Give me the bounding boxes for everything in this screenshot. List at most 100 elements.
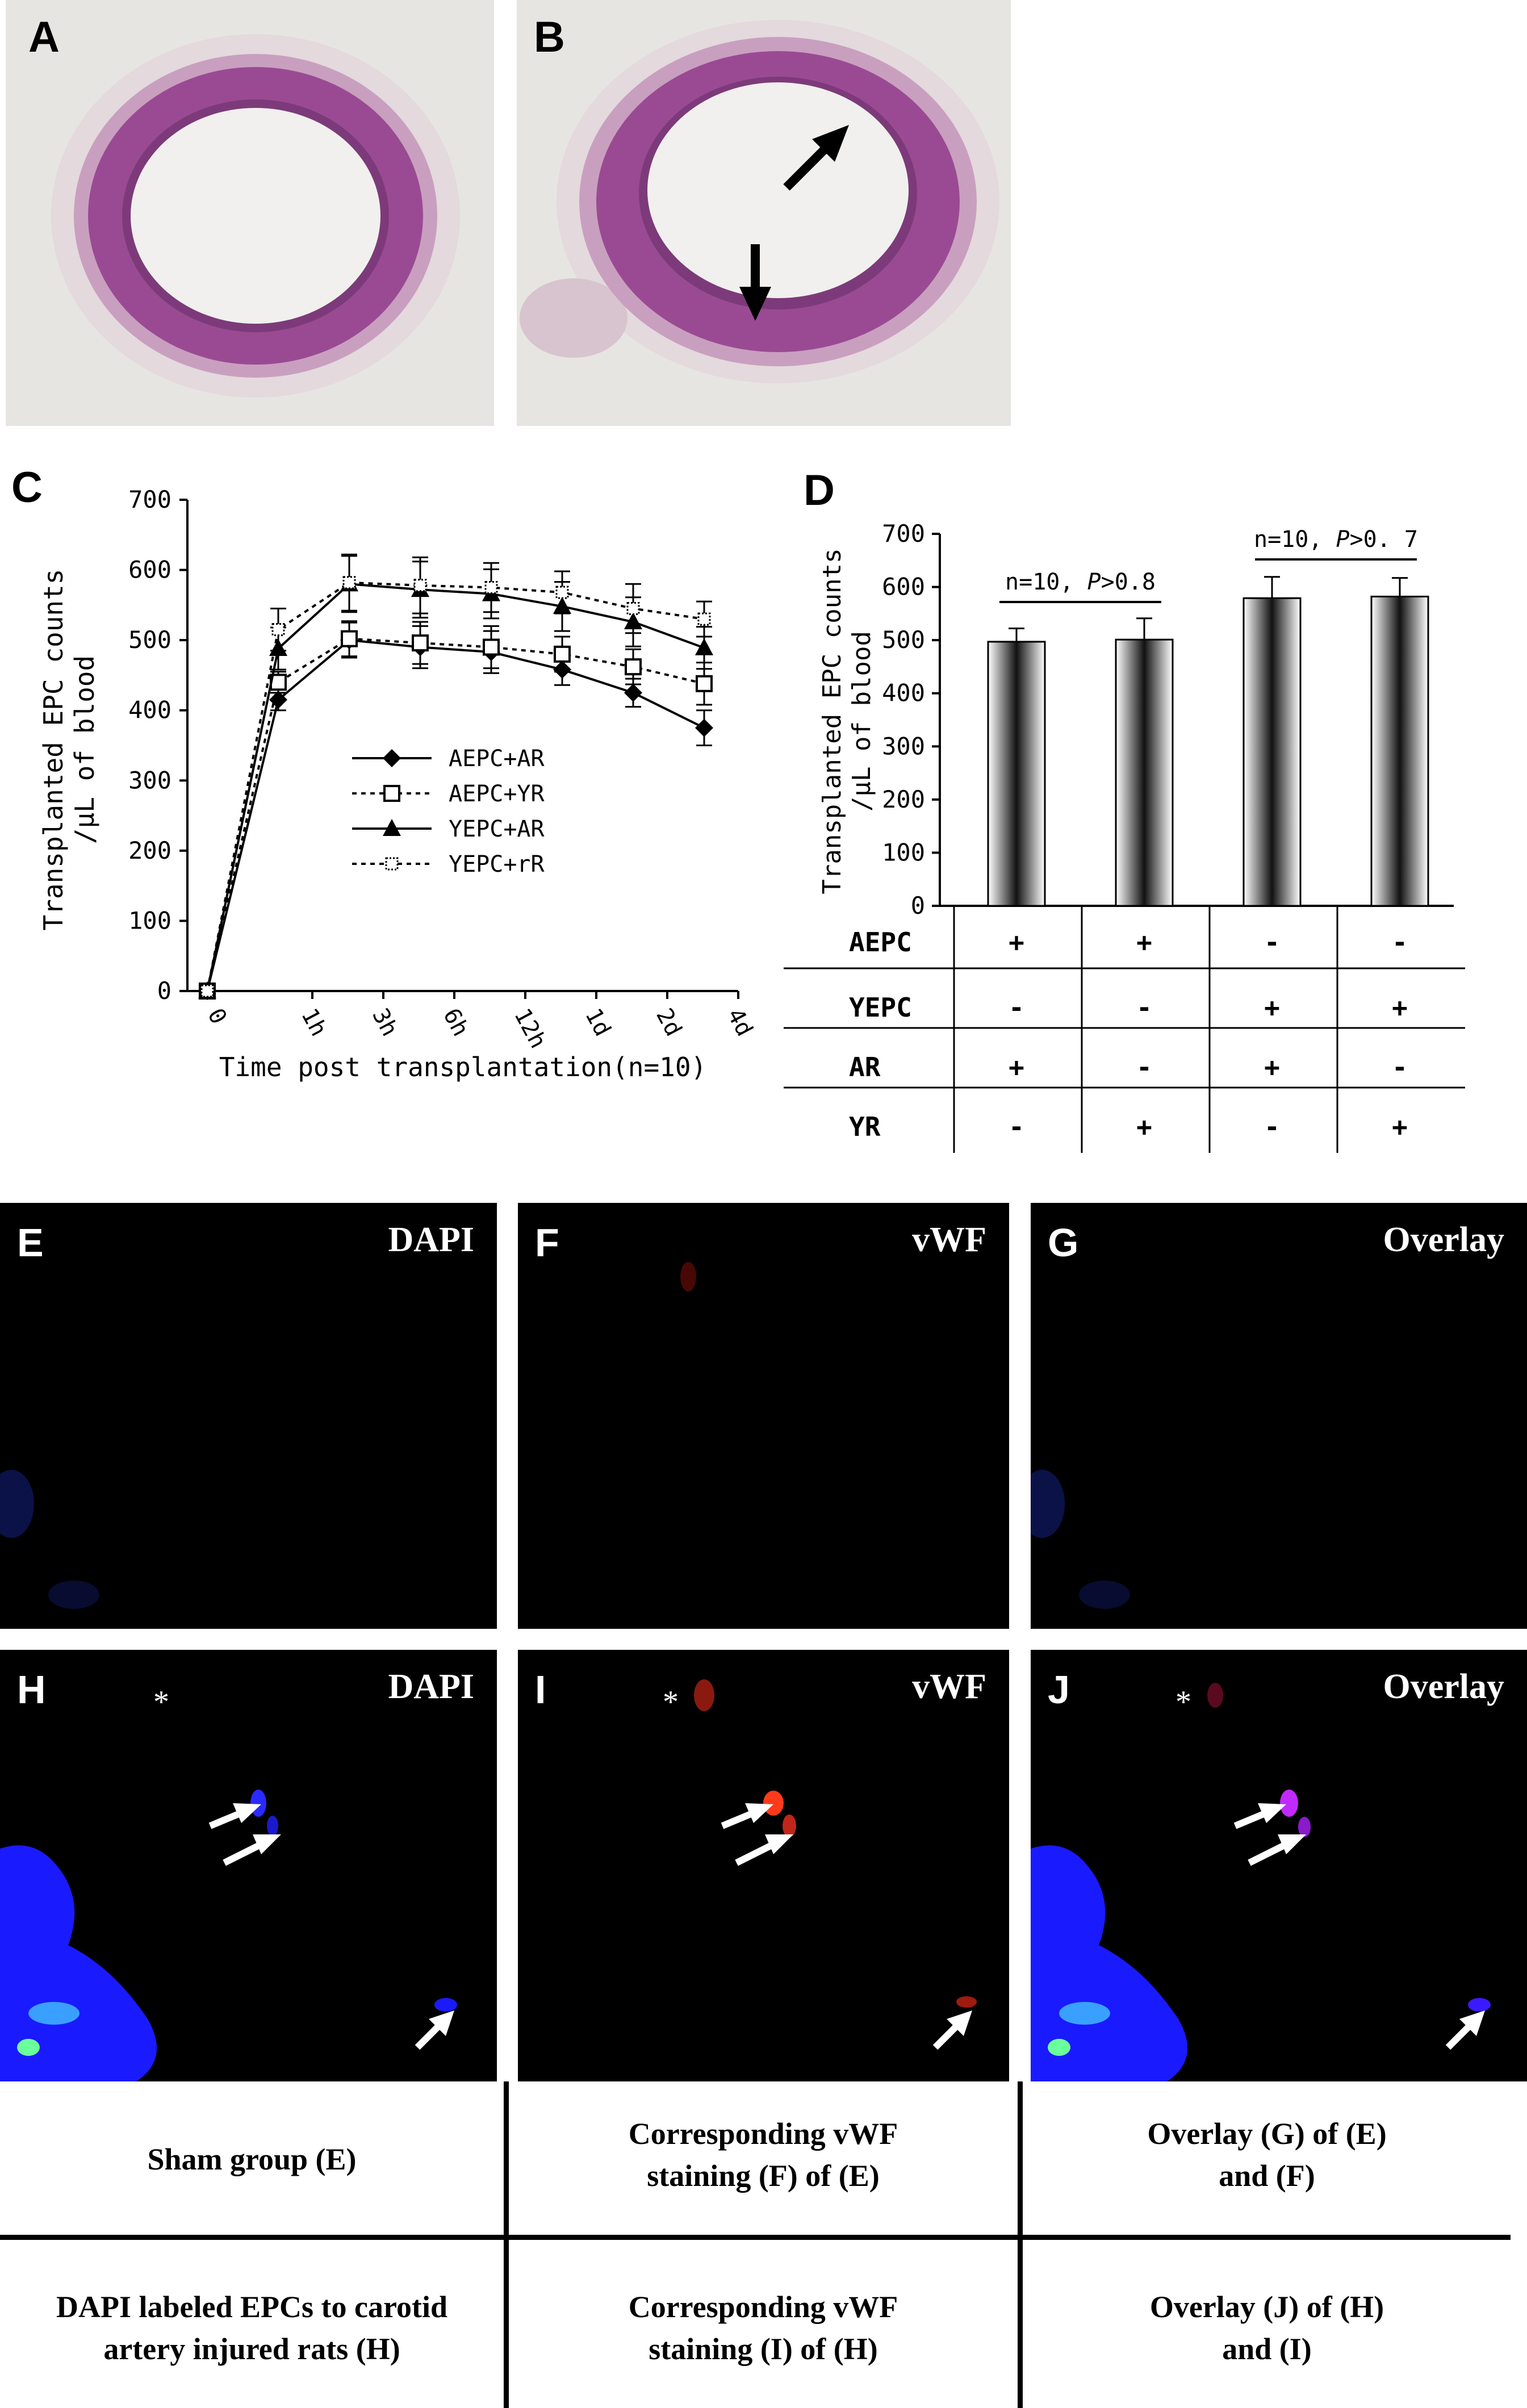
stain-label-vwf: vWF — [912, 1667, 986, 1706]
arrow-icon — [735, 1834, 793, 1866]
panel-label-e: E — [17, 1220, 44, 1265]
legend-label: YEPC+rR — [449, 851, 545, 877]
arrow-icon — [1445, 2010, 1485, 2050]
fluorescence-panel-f: F vWF — [518, 1203, 1009, 1629]
panel-label-j: J — [1048, 1667, 1070, 1712]
table-cell: + — [1136, 927, 1152, 958]
series-line — [206, 581, 705, 992]
legend-label: YEPC+AR — [449, 816, 545, 842]
table-cell: - — [1009, 992, 1024, 1023]
table-cell: + — [1392, 1111, 1408, 1142]
arrow-icon — [223, 1834, 281, 1866]
point-marker — [341, 630, 358, 647]
caption-vwf-sham: Corresponding vWF staining (F) of (E) — [628, 2117, 898, 2193]
series-line — [206, 639, 705, 992]
point-marker — [383, 785, 400, 802]
point-marker — [412, 634, 429, 652]
y-tick-label: 700 — [882, 520, 925, 547]
point-marker — [695, 718, 713, 737]
point-marker — [484, 580, 498, 594]
panel-label-g: G — [1048, 1220, 1079, 1265]
caption-overlay-sham: Overlay (G) of (E) and (F) — [1147, 2117, 1387, 2193]
x-tick-label: 0 — [202, 1004, 232, 1029]
significance-label: n=10, P>0.8 — [1005, 569, 1156, 595]
y-tick-label: 400 — [128, 696, 171, 724]
series-yepc-rr — [200, 553, 712, 998]
point-marker — [695, 638, 713, 655]
y-axis-title: Transplanted EPC counts/μL of blood — [818, 548, 876, 894]
table-row-label: YEPC — [849, 992, 912, 1023]
point-marker — [624, 683, 642, 702]
caption-overlay-injured: Overlay (J) of (H) and (I) — [1149, 2290, 1384, 2366]
divider-vertical — [504, 2081, 509, 2408]
stain-label-overlay: Overlay — [1383, 1220, 1505, 1259]
table-cell: + — [1009, 1052, 1024, 1082]
significance-prefix: n=10, — [1254, 526, 1336, 553]
point-marker — [696, 675, 713, 692]
fluorescence-panel-h: H DAPI * — [0, 1650, 497, 2081]
asterisk-marker: * — [153, 1684, 169, 1720]
y-tick-label: 300 — [128, 766, 171, 794]
significance-suffix: >0.8 — [1101, 569, 1156, 595]
divider-vertical — [1018, 2081, 1023, 2408]
point-marker — [200, 984, 214, 998]
table-cell: - — [1392, 927, 1408, 958]
y-tick-label: 0 — [911, 892, 925, 919]
stain-label-vwf: vWF — [912, 1220, 986, 1259]
table-row-label: YR — [849, 1111, 881, 1142]
stain-label-dapi: DAPI — [388, 1667, 474, 1706]
legend-label: AEPC+AR — [449, 746, 545, 772]
table-cell: - — [1392, 1052, 1408, 1082]
y-tick-label: 100 — [128, 906, 171, 934]
point-marker — [271, 623, 285, 637]
arrow-icon — [1233, 1803, 1286, 1829]
panel-label-d: D — [804, 466, 835, 515]
series-yepc-ar — [198, 555, 713, 998]
histology-panel-b: B — [517, 0, 1011, 426]
y-tick-label: 300 — [882, 732, 925, 760]
y-axis-title-line2: /μL of blood — [847, 631, 876, 812]
table-cell: + — [1264, 992, 1280, 1023]
significance-p: P — [1336, 526, 1349, 553]
point-marker — [483, 638, 500, 656]
artery-cross-section-b — [520, 20, 999, 383]
table-cell: - — [1136, 1052, 1152, 1082]
table-cell: - — [1264, 927, 1280, 958]
point-marker — [555, 586, 569, 599]
y-axis-title-line1: Transplanted EPC counts — [818, 548, 847, 894]
x-tick-label: 2d — [651, 1004, 687, 1040]
table-row-label: AEPC — [849, 927, 912, 958]
arrow-icon — [739, 244, 771, 321]
y-axis-title-line1: Transplanted EPC counts — [38, 569, 69, 931]
histology-panel-a: A — [6, 0, 494, 426]
bar — [1370, 595, 1429, 907]
significance-p: P — [1087, 569, 1101, 595]
caption-dapi-injured: DAPI labeled EPCs to carotid artery inju… — [56, 2290, 447, 2366]
y-tick-label: 100 — [882, 838, 925, 866]
fluorescence-panel-e: E DAPI — [0, 1203, 497, 1629]
point-marker — [413, 579, 427, 592]
panel-label-a: A — [28, 13, 60, 61]
table-cell: + — [1136, 1111, 1152, 1142]
table-cell: - — [1009, 1111, 1024, 1142]
artery-cross-section-a — [51, 34, 460, 398]
bar-group — [1242, 576, 1302, 907]
table-cell: + — [1264, 1052, 1280, 1082]
y-tick-label: 600 — [128, 556, 171, 584]
fluorescence-panel-g: G Overlay — [1031, 1203, 1527, 1629]
panel-label-h: H — [17, 1667, 46, 1712]
divider-horizontal — [0, 2235, 1511, 2240]
fluorescence-panel-j: J Overlay * — [1031, 1650, 1527, 2081]
y-tick-label: 200 — [882, 785, 925, 813]
point-marker — [554, 645, 571, 663]
table-cell: + — [1392, 992, 1408, 1023]
y-tick-label: 0 — [157, 977, 171, 1005]
y-tick-label: 500 — [128, 626, 171, 654]
bar-group — [1370, 577, 1429, 907]
point-marker — [342, 576, 356, 590]
y-tick-label: 400 — [882, 679, 925, 707]
y-tick-label: 200 — [128, 837, 171, 864]
table-row-label: AR — [849, 1052, 881, 1082]
stain-label-overlay: Overlay — [1383, 1667, 1505, 1706]
